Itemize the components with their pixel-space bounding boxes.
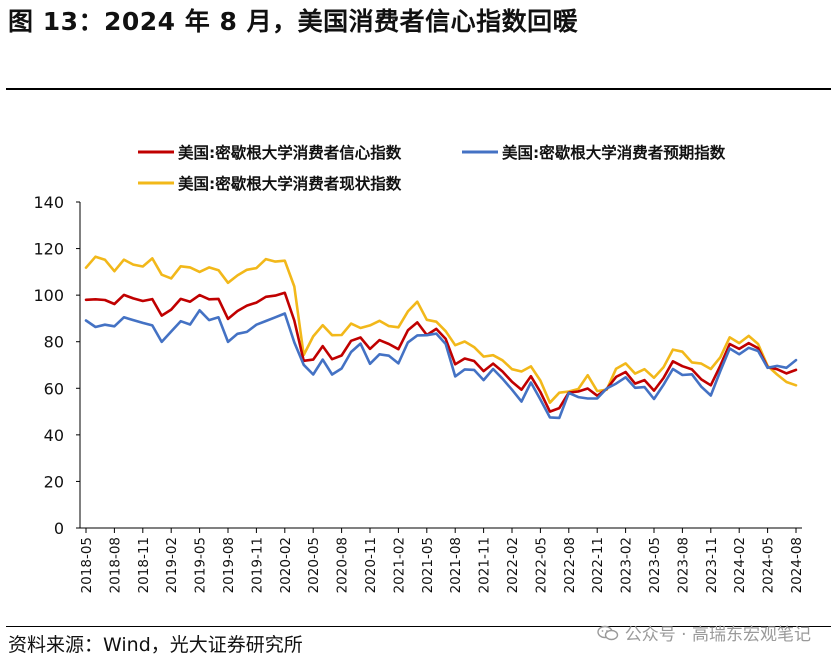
x-tick-label: 2018-11 xyxy=(136,537,152,593)
x-tick-label: 2022-05 xyxy=(533,537,549,593)
x-tick-label: 2023-11 xyxy=(704,537,720,593)
x-tick-label: 2022-08 xyxy=(562,537,578,593)
series-line-2 xyxy=(84,255,798,404)
x-tick-label: 2020-08 xyxy=(335,537,351,593)
title-rule xyxy=(6,88,831,90)
watermark: 公众号 · 高瑞东宏观笔记 xyxy=(597,620,811,645)
y-tick-label: 80 xyxy=(44,333,64,352)
x-tick-label: 2019-11 xyxy=(249,537,265,593)
y-tick-label: 140 xyxy=(33,193,64,212)
wechat-icon xyxy=(597,625,618,640)
y-tick-label: 60 xyxy=(44,379,64,398)
y-tick-label: 100 xyxy=(33,286,64,305)
x-tick-label: 2021-02 xyxy=(391,537,407,593)
x-tick-label: 2022-11 xyxy=(590,537,606,593)
series-line-0 xyxy=(84,291,798,413)
x-tick-label: 2020-05 xyxy=(306,537,322,593)
x-tick-label: 2023-02 xyxy=(619,537,635,593)
x-tick-label: 2018-05 xyxy=(79,537,95,593)
x-tick-label: 2022-02 xyxy=(505,537,521,593)
y-tick-label: 120 xyxy=(33,240,64,259)
legend-label-1: 美国:密歇根大学消费者预期指数 xyxy=(502,143,726,162)
figure-title: 图 13：2024 年 8 月，美国消费者信心指数回暖 xyxy=(8,7,579,36)
x-tick-label: 2019-05 xyxy=(193,537,209,593)
footer-rule xyxy=(6,626,831,627)
legend-label-2: 美国:密歇根大学消费者现状指数 xyxy=(178,174,402,193)
x-tick-label: 2024-02 xyxy=(732,537,748,593)
x-tick-label: 2021-05 xyxy=(420,537,436,593)
x-tick-label: 2020-11 xyxy=(363,537,379,593)
x-axis: 2018-05 2018-08 2018-11 2019-02 2019-05 2019-… xyxy=(79,527,805,593)
y-tick-label: 0 xyxy=(54,519,64,538)
watermark-text: 公众号 · 高瑞东宏观笔记 xyxy=(624,625,811,645)
legend-label-0: 美国:密歇根大学消费者信心指数 xyxy=(178,143,402,162)
x-tick-label: 2021-08 xyxy=(448,537,464,593)
x-tick-label: 2023-05 xyxy=(647,537,663,593)
y-tick-label: 20 xyxy=(44,472,64,491)
x-tick-label: 2024-08 xyxy=(789,537,805,593)
x-tick-label: 2021-11 xyxy=(477,537,493,593)
y-tick-label: 40 xyxy=(44,426,64,445)
x-tick-label: 2019-08 xyxy=(221,537,237,593)
series-line-1 xyxy=(84,309,798,420)
x-tick-label: 2024-05 xyxy=(761,537,777,593)
source-note: 资料来源：Wind，光大证券研究所 xyxy=(8,634,303,656)
x-tick-label: 2023-08 xyxy=(675,537,691,593)
x-tick-label: 2019-02 xyxy=(164,537,180,593)
x-tick-label: 2018-08 xyxy=(107,537,123,593)
chart-legend: 美国:密歇根大学消费者信心指数 美国:密歇根大学消费者预期指数美国:密歇根大学消费… xyxy=(138,143,726,193)
x-tick-label: 2020-02 xyxy=(278,537,294,593)
series-layer xyxy=(84,255,798,420)
y-axis: 0 20 40 60 80 100 120 140 xyxy=(33,193,81,538)
